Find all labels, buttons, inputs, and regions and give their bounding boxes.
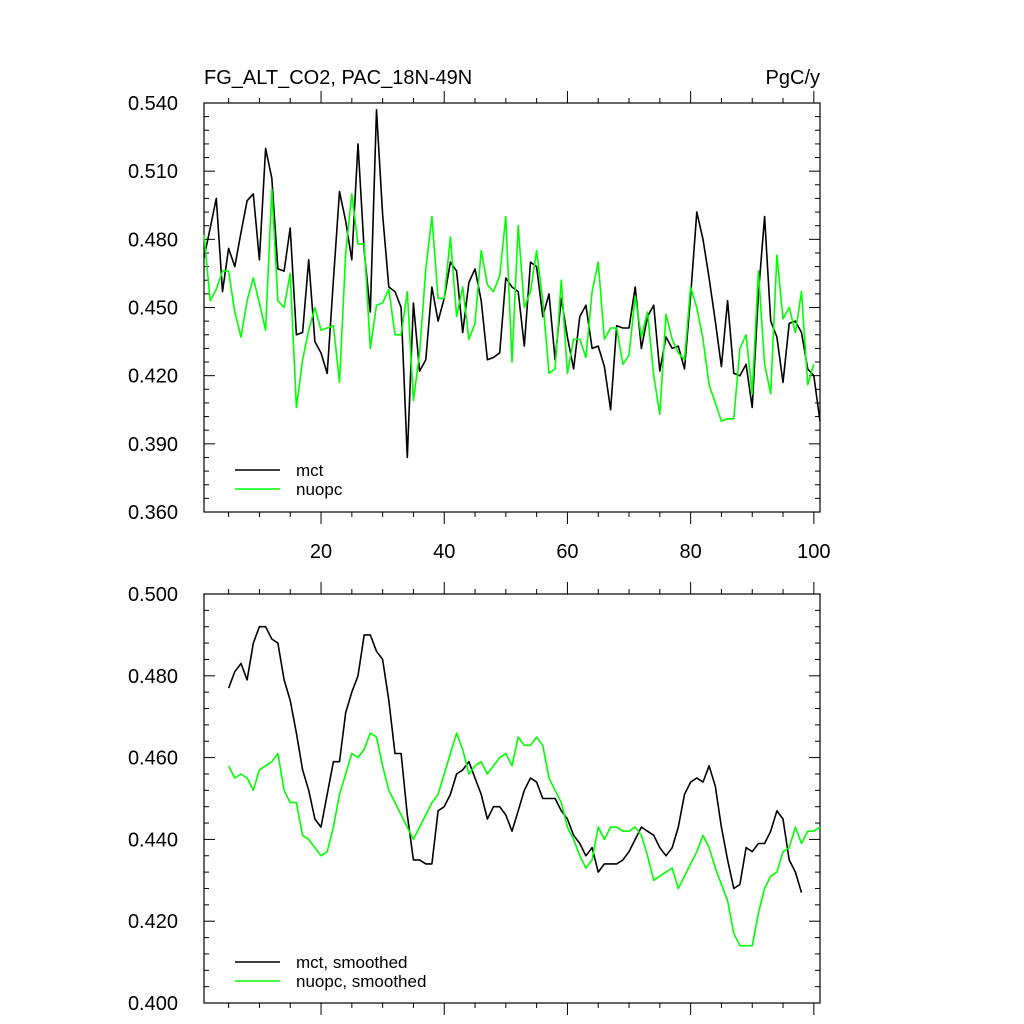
legend-label: nuopc [296,480,343,499]
top-panel: FG_ALT_CO2, PAC_18N-49N PgC/y 0.360 0.390… [128,67,831,563]
x-tick-label: 80 [680,541,702,563]
y-tick-label: 0.510 [128,161,178,183]
y-tick-label: 0.480 [128,666,178,688]
series-line-mct [227,625,803,893]
x-tick-label: 40 [433,541,455,563]
y-tick-label: 0.360 [128,502,178,524]
legend-label: mct [296,461,324,480]
y-tick-label: 0.480 [128,229,178,251]
y-tick-label: 0.440 [128,829,178,851]
x-tick-label: 20 [310,541,332,563]
y-tick-label: 0.460 [128,748,178,770]
chart-title: FG_ALT_CO2, PAC_18N-49N [204,67,472,89]
y-tick-label: 0.390 [128,434,178,456]
bottom-panel: 0.400 0.420 0.440 0.460 0.480 0.500 mct, smoot… [128,582,821,1015]
y-tick-label: 0.420 [128,366,178,388]
y-tick-label: 0.400 [128,993,178,1015]
series-line-nuopc [227,732,821,947]
plot-frame [203,593,821,1004]
x-tick-label: 100 [797,541,830,563]
y-tick-label: 0.450 [128,298,178,320]
units-label: PgC/y [766,67,820,89]
series-line-nuopc [203,188,815,422]
x-tick-label: 60 [556,541,578,563]
y-tick-label: 0.540 [128,93,178,115]
y-tick-label: 0.500 [128,584,178,606]
legend-label: mct, smoothed [296,953,408,972]
series-line-mct [203,109,821,459]
legend-label: nuopc, smoothed [296,972,426,991]
y-tick-label: 0.420 [128,911,178,933]
